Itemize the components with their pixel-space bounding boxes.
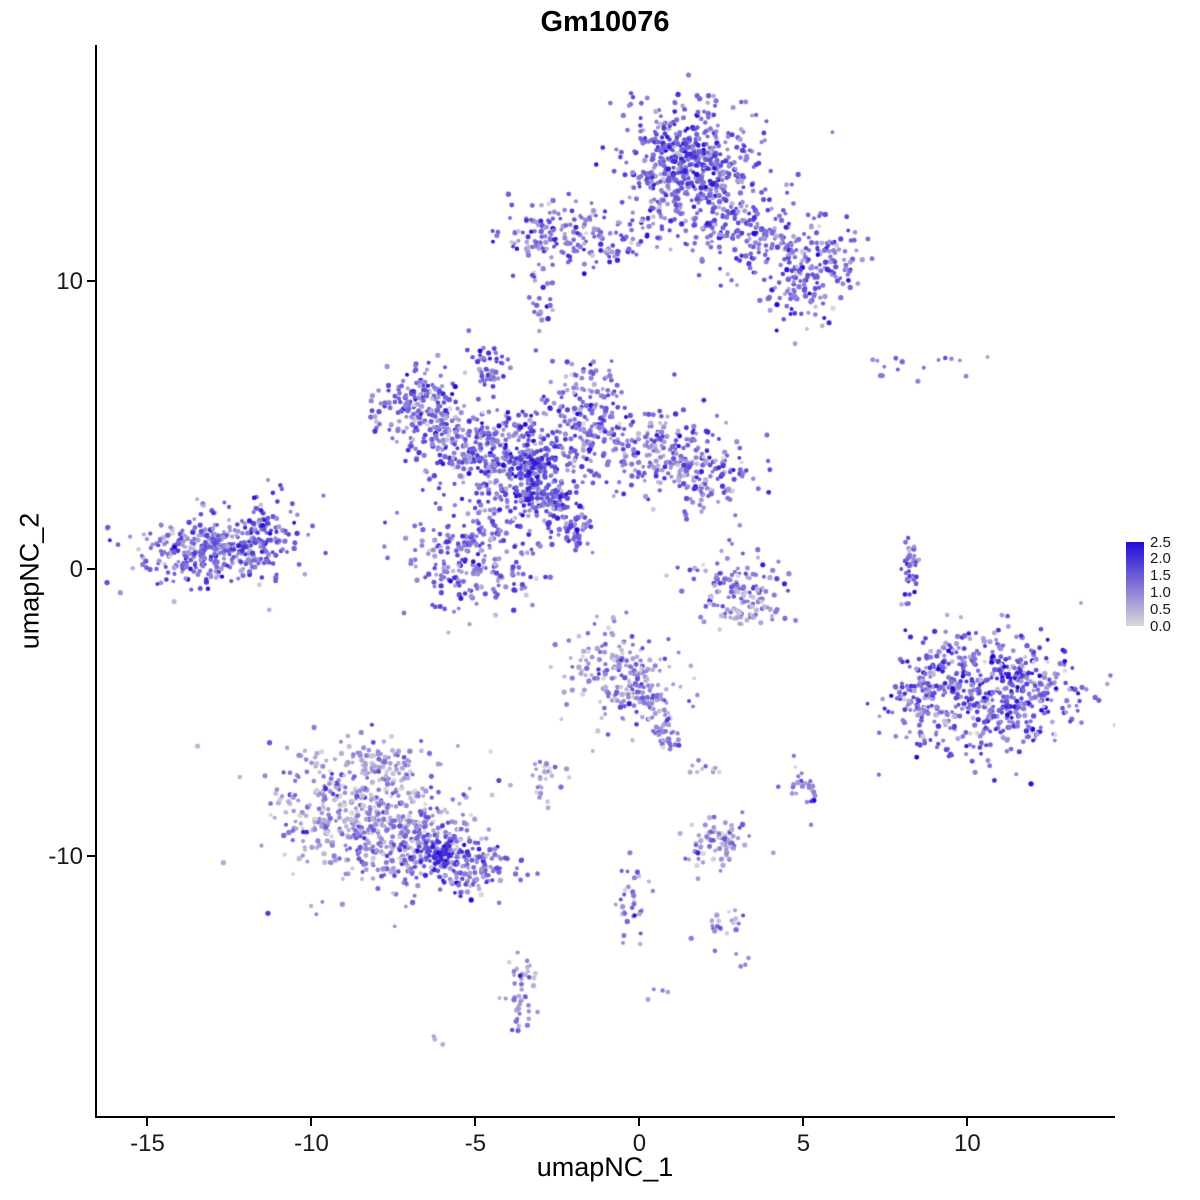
x-tick-label: -10 [294, 1130, 329, 1157]
x-tick-mark [638, 1118, 641, 1126]
x-tick-label: 5 [796, 1130, 811, 1157]
legend-tick-label: 2.5 [1150, 533, 1171, 551]
legend-tick-label: 0.5 [1150, 600, 1171, 618]
x-tick-mark [802, 1118, 805, 1126]
y-tick-mark [87, 279, 95, 282]
y-tick-mark [87, 855, 95, 858]
x-tick-mark [966, 1118, 969, 1126]
x-axis-label: umapNC_1 [536, 1152, 674, 1182]
x-tick-mark [474, 1118, 477, 1126]
color-legend: 2.5 2.0 1.5 1.0 0.5 0.0 [1126, 533, 1200, 638]
y-tick-label: 10 [56, 267, 83, 295]
x-tick-label: -15 [130, 1130, 165, 1157]
y-tick-label: 0 [69, 555, 83, 583]
legend-tick-label: 0.0 [1150, 617, 1171, 635]
y-tick-label: -10 [48, 843, 83, 871]
x-tick-mark [146, 1118, 149, 1126]
legend-tick-label: 1.5 [1150, 567, 1171, 585]
legend-tick-label: 2.0 [1150, 550, 1171, 568]
x-tick-mark [310, 1118, 313, 1126]
legend-tick-label: 1.0 [1150, 583, 1171, 601]
x-tick-label: 10 [954, 1130, 981, 1157]
x-tick-label: 0 [632, 1130, 647, 1157]
legend-gradient-bar [1126, 542, 1144, 626]
x-tick-label: -5 [464, 1130, 487, 1157]
y-tick-mark [87, 567, 95, 570]
